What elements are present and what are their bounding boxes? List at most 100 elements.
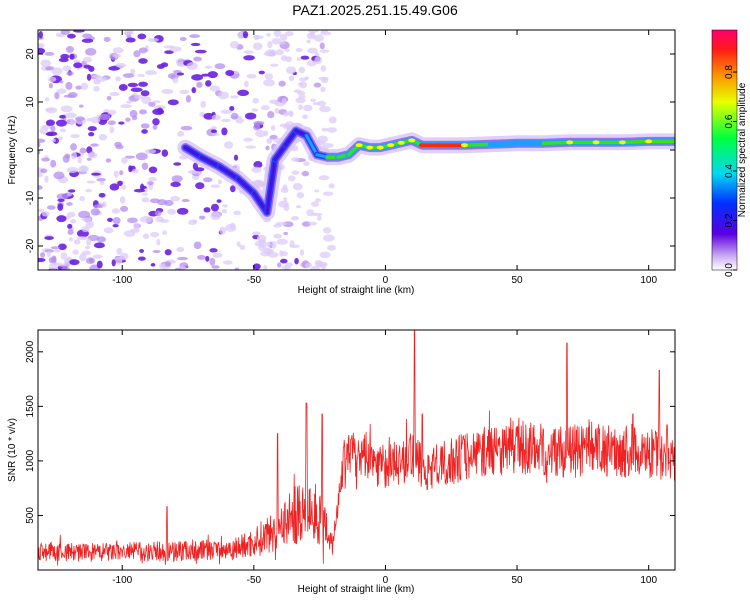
- spectrogram-speck: [124, 155, 136, 159]
- spectrogram-speck: [225, 70, 235, 77]
- snr-x-tick-label: 100: [640, 575, 657, 586]
- spectrogram-speck: [251, 108, 259, 112]
- spectrogram-speck: [278, 80, 286, 87]
- spectrogram-speck: [73, 30, 85, 33]
- spectrogram-speck: [188, 219, 197, 225]
- spectrogram-speck: [199, 215, 206, 220]
- spectrogram-speck: [314, 52, 320, 57]
- spectrogram-speck: [280, 258, 288, 264]
- spectrogram-speck: [322, 143, 334, 148]
- spectrogram-speck: [243, 137, 253, 142]
- spectrogram-speck: [112, 217, 121, 225]
- ridge-hotspot: [397, 140, 405, 145]
- spectrogram-speck: [193, 56, 202, 62]
- spectrogram-speck: [296, 57, 301, 61]
- spectrogram-speck: [223, 141, 234, 149]
- spectrogram-speck: [38, 149, 41, 155]
- spectrogram-speck: [179, 36, 187, 41]
- spectrogram-speck: [144, 148, 157, 154]
- spectrogram-speck: [176, 207, 189, 215]
- spectrogram-speck: [116, 247, 123, 255]
- colorbar-tick-label: 0.6: [724, 114, 735, 128]
- spectrogram-speck: [137, 33, 147, 40]
- spectrogram-speck: [246, 73, 257, 79]
- spectrogram-speck: [282, 184, 288, 191]
- spectrogram-speck: [65, 45, 75, 53]
- spectrogram-speck: [245, 145, 257, 149]
- spectrogram-speck: [46, 250, 51, 258]
- spectrogram-speck: [113, 170, 119, 178]
- spectrogram-speck: [81, 250, 92, 256]
- spectrogram-speck: [275, 221, 288, 226]
- spectrogram-speck: [80, 82, 88, 90]
- ridge-core: [218, 165, 240, 181]
- spectrogram-speck: [83, 64, 92, 69]
- spectrogram-speck: [267, 41, 273, 49]
- colorbar-tick-label: 0.4: [724, 164, 735, 178]
- snr-x-tick-label: 50: [512, 575, 524, 586]
- spectrogram-speck: [139, 216, 152, 223]
- spectrogram-speck: [162, 230, 168, 236]
- spectrogram-y-tick-label: 20: [25, 48, 36, 60]
- spectrogram-speck: [60, 105, 73, 113]
- spectrogram-speck: [86, 73, 92, 81]
- ridge-core: [541, 140, 572, 146]
- spectrogram-speck: [67, 229, 74, 236]
- spectrogram-speck: [244, 112, 257, 120]
- spectrogram-speck: [315, 262, 323, 268]
- spectrogram-speck: [77, 157, 82, 164]
- spectrogram-speck: [269, 134, 278, 140]
- spectrogram-speck: [67, 92, 78, 98]
- spectrogram-speck: [66, 167, 79, 174]
- colorbar-gradient: [711, 29, 738, 271]
- spectrogram-speck: [78, 210, 91, 219]
- spectrogram-speck: [72, 249, 79, 255]
- spectrogram-speck: [285, 262, 294, 267]
- spectrogram-speck: [93, 242, 105, 249]
- spectrogram-speck: [281, 251, 288, 257]
- spectrogram-speck: [68, 237, 74, 242]
- snr-panel: -100 -50 0 50 100 2000 1500 1000 500 Height of …: [7, 329, 676, 595]
- spectrogram-speck: [300, 55, 310, 60]
- spectrogram-speck: [323, 234, 335, 242]
- spectrogram-speck: [83, 56, 93, 63]
- spectrogram-speck: [38, 173, 44, 178]
- spectrogram-speck: [161, 149, 169, 157]
- spectrogram-speck: [284, 31, 294, 37]
- spectrogram-speck: [288, 75, 295, 82]
- spectrogram-speck: [185, 95, 191, 103]
- snr-x-ticks: -100 -50 0 50 100: [112, 330, 657, 586]
- spectrogram-speck: [127, 217, 138, 224]
- spectrogram-speck: [99, 181, 105, 186]
- spectrogram-speck: [275, 49, 284, 56]
- spectrogram-speck: [115, 76, 122, 82]
- spectrogram-speck: [204, 65, 213, 69]
- spectrogram-speck: [313, 82, 322, 88]
- spectrogram-speck: [280, 33, 288, 41]
- snr-x-axis-label: Height of straight line (km): [298, 584, 415, 595]
- spectrogram-speck: [169, 46, 182, 52]
- spectrogram-speck: [187, 169, 199, 175]
- snr-y-tick-label: 1500: [25, 395, 36, 418]
- spectrogram-speck: [54, 91, 60, 100]
- spectrogram-speck: [322, 227, 332, 234]
- spectrogram-speck: [229, 105, 235, 111]
- snr-y-axis-label: SNR (10 * v/v): [7, 418, 18, 482]
- spectrogram-speck: [170, 196, 181, 202]
- spectrogram-speck: [87, 234, 100, 242]
- spectrogram-speck: [86, 180, 96, 184]
- spectrogram-speck: [156, 238, 161, 246]
- spectrogram-speck: [92, 74, 101, 78]
- spectrogram-speck: [302, 104, 313, 112]
- snr-x-tick-label: -50: [247, 575, 262, 586]
- spectrogram-speck: [108, 66, 120, 71]
- spectrogram-speck: [39, 127, 49, 135]
- spectrogram-speck: [40, 168, 48, 174]
- spectrogram-speck: [90, 143, 99, 147]
- spectrogram-speck: [122, 73, 135, 78]
- spectrogram-speck: [234, 267, 240, 270]
- spectrogram-speck: [313, 34, 325, 42]
- spectrogram-speck: [68, 189, 76, 193]
- spectrogram-speck: [294, 257, 299, 265]
- spectrogram-speck: [274, 107, 279, 114]
